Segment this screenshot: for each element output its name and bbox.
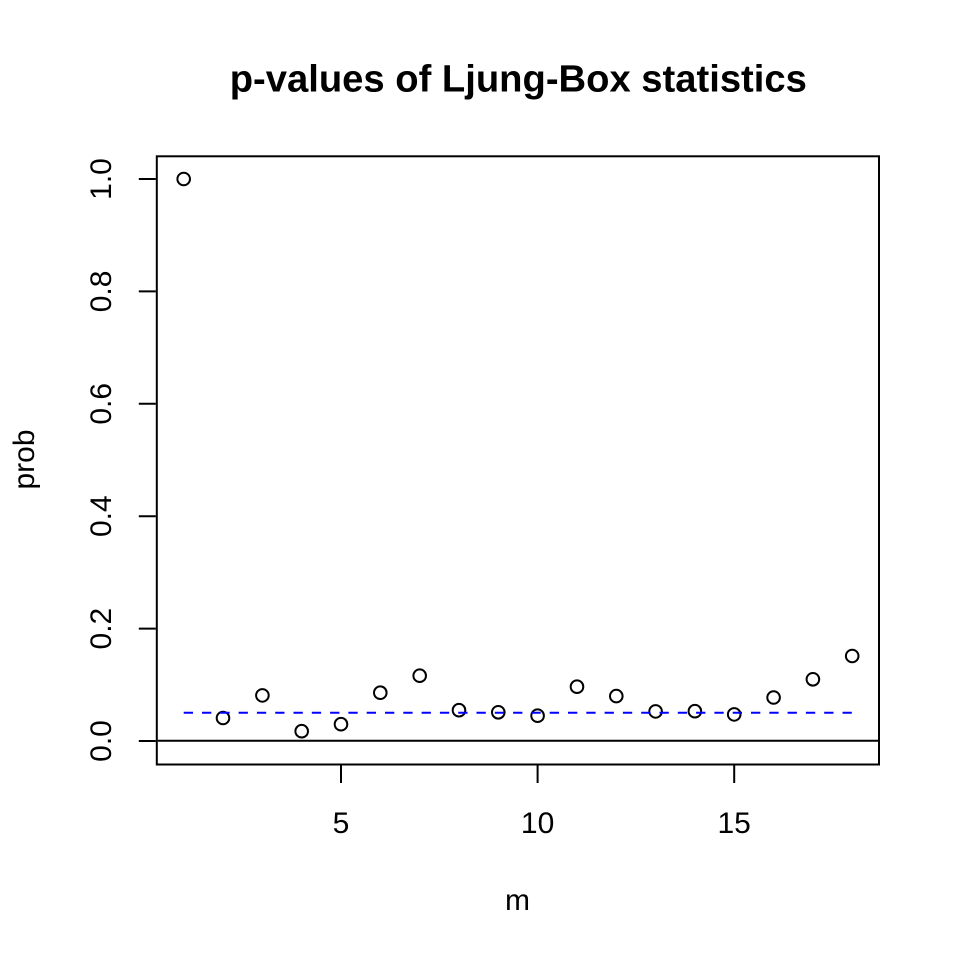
svg-text:m: m bbox=[505, 884, 530, 917]
svg-text:15: 15 bbox=[718, 807, 751, 840]
svg-text:0.8: 0.8 bbox=[85, 271, 118, 313]
svg-text:1.0: 1.0 bbox=[85, 158, 118, 200]
svg-text:5: 5 bbox=[333, 807, 350, 840]
svg-text:prob: prob bbox=[8, 429, 41, 489]
svg-text:0.0: 0.0 bbox=[85, 720, 118, 762]
svg-text:0.2: 0.2 bbox=[85, 608, 118, 650]
svg-text:10: 10 bbox=[521, 807, 554, 840]
svg-text:p-values of Ljung-Box statisti: p-values of Ljung-Box statistics bbox=[230, 58, 807, 101]
svg-text:0.6: 0.6 bbox=[85, 383, 118, 425]
svg-text:0.4: 0.4 bbox=[85, 495, 118, 537]
